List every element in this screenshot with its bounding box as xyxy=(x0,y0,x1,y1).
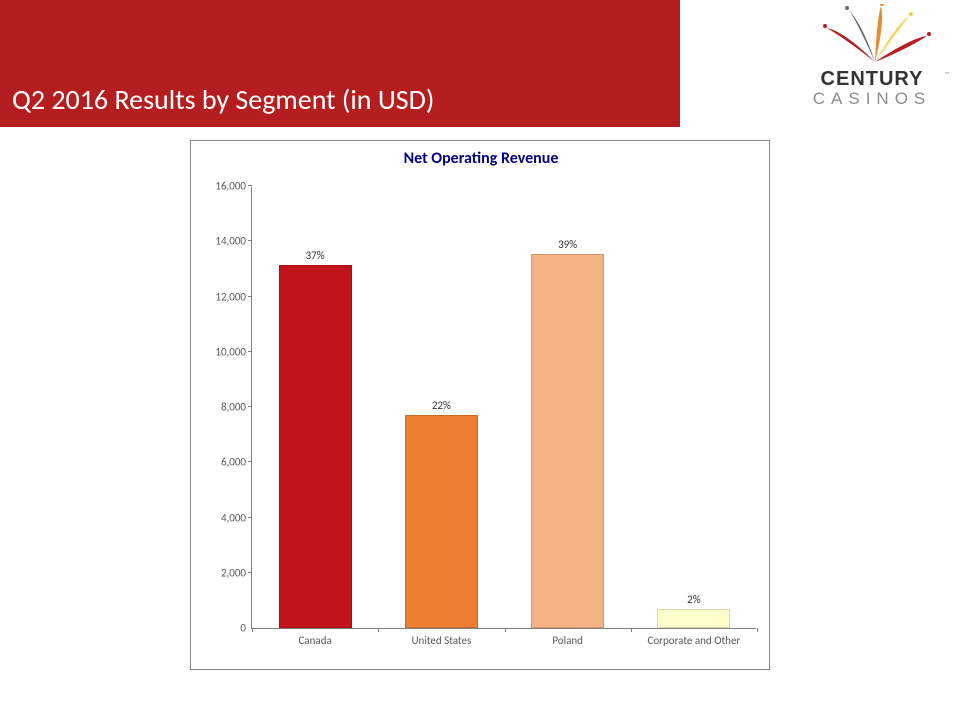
x-tick-mark xyxy=(252,628,253,632)
y-tick-mark xyxy=(248,517,252,518)
y-tick-mark xyxy=(248,296,252,297)
chart-bar: 22% xyxy=(405,415,478,628)
bar-pct-label: 39% xyxy=(558,238,577,251)
logo-text-bottom: CASINOS xyxy=(813,89,932,108)
y-tick-mark xyxy=(248,572,252,573)
y-tick-mark xyxy=(248,185,252,186)
y-tick-label: 16,000 xyxy=(215,180,246,193)
header-bar: Q2 2016 Results by Segment (in USD) xyxy=(0,0,680,127)
y-tick-label: 4,000 xyxy=(221,511,246,524)
y-tick-mark xyxy=(248,406,252,407)
x-tick-mark xyxy=(378,628,379,632)
y-tick-label: 12,000 xyxy=(215,290,246,303)
y-tick-mark xyxy=(248,351,252,352)
x-tick-mark xyxy=(757,628,758,632)
firework-icon xyxy=(795,4,950,66)
logo-text-top: CENTURY xyxy=(821,68,924,90)
chart-title: Net Operating Revenue xyxy=(191,149,771,168)
x-tick-mark xyxy=(505,628,506,632)
company-logo: CENTURY ™ CASINOS xyxy=(795,4,950,111)
y-tick-label: 8,000 xyxy=(221,401,246,414)
bar-pct-label: 37% xyxy=(306,249,325,262)
page-title: Q2 2016 Results by Segment (in USD) xyxy=(12,82,434,117)
trademark-icon: ™ xyxy=(945,70,949,78)
x-category-label: United States xyxy=(411,634,471,647)
chart-bar: 39% xyxy=(531,254,604,628)
revenue-chart: Net Operating Revenue 02,0004,0006,0008,… xyxy=(190,140,770,670)
y-tick-label: 2,000 xyxy=(221,566,246,579)
chart-plot-area: 02,0004,0006,0008,00010,00012,00014,0001… xyxy=(251,187,756,629)
logo-text: CENTURY ™ CASINOS xyxy=(795,66,950,111)
bar-pct-label: 2% xyxy=(687,593,700,606)
x-category-label: Poland xyxy=(552,634,583,647)
y-tick-mark xyxy=(248,240,252,241)
y-tick-label: 14,000 xyxy=(215,235,246,248)
x-category-label: Canada xyxy=(299,634,332,647)
x-tick-mark xyxy=(631,628,632,632)
chart-bar: 37% xyxy=(279,265,352,628)
y-tick-mark xyxy=(248,461,252,462)
bar-pct-label: 22% xyxy=(432,399,451,412)
x-category-label: Corporate and Other xyxy=(647,634,740,647)
chart-bar: 2% xyxy=(657,609,730,628)
y-tick-label: 10,000 xyxy=(215,345,246,358)
y-tick-label: 0 xyxy=(240,622,246,635)
y-tick-label: 6,000 xyxy=(221,456,246,469)
